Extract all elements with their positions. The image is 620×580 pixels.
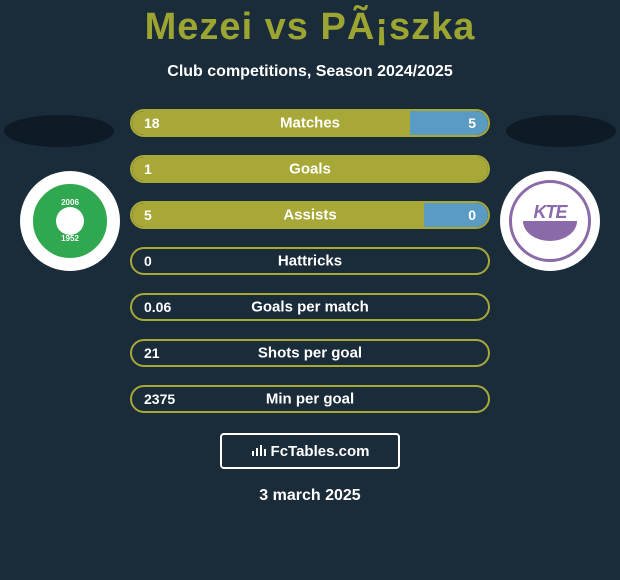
team-logo-left: 2006 1952 — [20, 171, 120, 271]
bar-label: Goals — [289, 161, 331, 178]
team-logo-left-year-top: 2006 — [61, 198, 79, 207]
comparison-content: 2006 1952 KTE Matches185Goals1Assists50H… — [0, 109, 620, 413]
bar-label: Min per goal — [266, 391, 354, 408]
team-logo-left-year-bottom: 1952 — [61, 234, 79, 243]
stat-bar: Assists 5 0 — [130, 201, 490, 229]
bar-label: Shots per goal — [258, 345, 362, 362]
bar-value-left: 1 — [144, 161, 152, 177]
stat-bar: Goals per match 0.06 — [130, 293, 490, 321]
footer-brand-text: FcTables.com — [271, 443, 370, 460]
team-logo-left-inner: 2006 1952 — [29, 180, 111, 262]
bar-value-left: 18 — [144, 115, 160, 131]
team-logo-right-text: KTE — [534, 202, 567, 223]
bar-fill-left — [132, 203, 424, 227]
bar-value-left: 21 — [144, 345, 160, 361]
bar-fill-right — [410, 111, 488, 135]
stat-bar: Shots per goal 21 — [130, 339, 490, 367]
bar-label: Hattricks — [278, 253, 342, 270]
bar-value-left: 0 — [144, 253, 152, 269]
stat-bar: Min per goal 2375 — [130, 385, 490, 413]
stat-bar: Matches 18 5 — [130, 109, 490, 137]
shadow-ellipse-left — [4, 115, 114, 147]
bar-label: Assists — [283, 207, 336, 224]
stat-bar: Goals 1 — [130, 155, 490, 183]
team-logo-right-inner: KTE — [509, 180, 591, 262]
bar-value-right: 5 — [468, 115, 476, 131]
chart-icon — [251, 443, 267, 460]
bar-value-left: 0.06 — [144, 299, 171, 315]
team-logo-right: KTE — [500, 171, 600, 271]
bar-fill-right — [424, 203, 488, 227]
stat-bar: Hattricks 0 — [130, 247, 490, 275]
bar-label: Matches — [280, 115, 340, 132]
footer-date: 3 march 2025 — [0, 487, 620, 505]
wave-icon — [523, 221, 577, 241]
bar-label: Goals per match — [251, 299, 369, 316]
stats-bars: Matches 18 5 Goals 1 Assists 5 0 Hattricks 0 Goals… — [130, 109, 490, 413]
bar-value-left: 2375 — [144, 391, 175, 407]
bar-value-left: 5 — [144, 207, 152, 223]
subtitle: Club competitions, Season 2024/2025 — [0, 63, 620, 81]
shadow-ellipse-right — [506, 115, 616, 147]
footer-brand: FcTables.com — [220, 433, 400, 469]
ball-icon — [56, 207, 84, 235]
bar-value-right: 0 — [468, 207, 476, 223]
bar-fill-left — [132, 111, 410, 135]
page-title: Mezei vs PÃ¡szka — [0, 0, 620, 49]
